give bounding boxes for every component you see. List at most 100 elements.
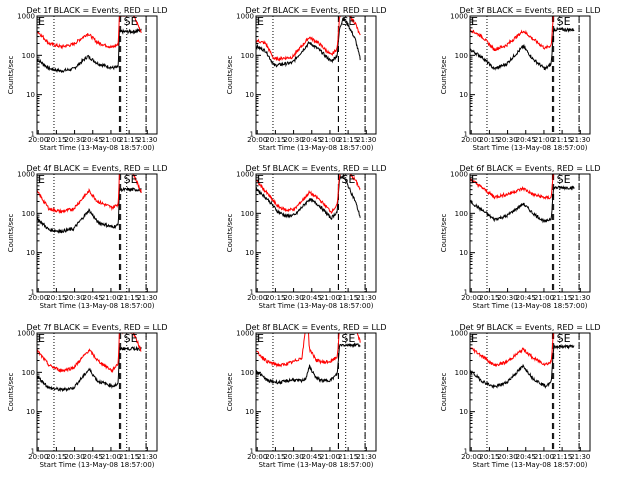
x-tick-label: 20:00 xyxy=(461,294,481,302)
x-tick-label: 21:30 xyxy=(570,453,590,461)
plot-area xyxy=(470,174,580,292)
x-axis-label: Start Time (13-May-08 18:57:00) xyxy=(472,144,587,152)
y-tick-label: 10 xyxy=(245,249,254,257)
y-tick-label: 1000 xyxy=(236,330,254,338)
y-tick-label: 100 xyxy=(241,52,254,60)
x-tick-label: 21:15 xyxy=(338,453,358,461)
x-tick-label: 20:30 xyxy=(497,136,517,144)
se-annotation: SE xyxy=(557,15,571,28)
x-tick-label: 21:15 xyxy=(552,136,572,144)
y-tick-label: 1 xyxy=(31,289,35,297)
x-tick-label: 21:15 xyxy=(338,294,358,302)
x-tick-label: 20:45 xyxy=(302,136,322,144)
events-series xyxy=(256,17,361,68)
x-tick-label: 21:00 xyxy=(101,294,121,302)
se-annotation: SE xyxy=(124,173,138,186)
x-axis-label: Start Time (13-May-08 18:57:00) xyxy=(39,144,154,152)
x-tick-label: 20:30 xyxy=(64,136,84,144)
y-tick-label: 10 xyxy=(459,91,468,99)
y-axis-label: Counts/sec xyxy=(226,214,234,253)
y-tick-label: 1 xyxy=(31,448,35,456)
y-axis-label: Counts/sec xyxy=(7,373,15,412)
plot-area xyxy=(256,333,366,451)
x-tick-label: 20:00 xyxy=(461,453,481,461)
y-tick-label: 1 xyxy=(250,448,254,456)
plot-frame xyxy=(36,332,158,452)
x-tick-label: 21:00 xyxy=(320,453,340,461)
se-annotation: SE xyxy=(124,15,138,28)
plot-area xyxy=(37,174,147,292)
y-tick-label: 1 xyxy=(250,289,254,297)
lld-series xyxy=(37,333,142,374)
lld-series xyxy=(256,333,361,368)
e-annotation: E xyxy=(257,332,264,345)
y-tick-label: 100 xyxy=(22,369,35,377)
y-axis-label: Counts/sec xyxy=(440,56,448,95)
y-tick-label: 1000 xyxy=(17,13,35,21)
lld-series xyxy=(37,16,142,50)
x-tick-label: 21:15 xyxy=(119,453,139,461)
x-tick-label: 20:45 xyxy=(516,136,536,144)
x-tick-label: 20:15 xyxy=(265,294,285,302)
plot-area xyxy=(470,333,580,451)
e-annotation: E xyxy=(471,173,478,186)
x-tick-label: 20:30 xyxy=(64,294,84,302)
e-annotation: E xyxy=(471,332,478,345)
x-tick-label: 21:00 xyxy=(320,294,340,302)
x-tick-label: 20:45 xyxy=(83,453,103,461)
x-tick-label: 21:15 xyxy=(119,136,139,144)
e-annotation: E xyxy=(38,173,45,186)
se-annotation: SE xyxy=(124,332,138,345)
x-axis-label: Start Time (13-May-08 18:57:00) xyxy=(258,461,373,469)
x-tick-label: 21:00 xyxy=(534,136,554,144)
x-tick-label: 20:45 xyxy=(83,136,103,144)
panel-title: Det 9f BLACK = Events, RED = LLD xyxy=(459,323,600,332)
plot-frame xyxy=(255,173,377,293)
e-annotation: E xyxy=(471,15,478,28)
x-tick-label: 21:15 xyxy=(119,294,139,302)
y-axis-label: Counts/sec xyxy=(440,373,448,412)
x-tick-label: 20:45 xyxy=(516,453,536,461)
panel-title: Det 5f BLACK = Events, RED = LLD xyxy=(245,164,386,173)
x-tick-label: 20:15 xyxy=(479,294,499,302)
panel-title: Det 1f BLACK = Events, RED = LLD xyxy=(26,6,167,15)
lld-series xyxy=(256,16,361,62)
y-tick-label: 1000 xyxy=(236,171,254,179)
x-tick-label: 20:30 xyxy=(64,453,84,461)
x-tick-label: 20:15 xyxy=(479,453,499,461)
plot-frame xyxy=(255,15,377,135)
events-series xyxy=(256,342,361,385)
x-tick-label: 20:00 xyxy=(247,453,267,461)
y-tick-label: 1000 xyxy=(450,330,468,338)
lld-series xyxy=(256,174,361,215)
panel-title: Det 4f BLACK = Events, RED = LLD xyxy=(26,164,167,173)
x-tick-label: 21:15 xyxy=(552,453,572,461)
x-tick-label: 20:15 xyxy=(46,136,66,144)
x-tick-label: 20:00 xyxy=(247,294,267,302)
x-tick-label: 21:00 xyxy=(101,136,121,144)
se-annotation: SE xyxy=(341,15,355,28)
y-tick-label: 100 xyxy=(22,52,35,60)
x-tick-label: 20:15 xyxy=(479,136,499,144)
x-tick-label: 21:30 xyxy=(137,294,157,302)
events-series xyxy=(256,174,361,221)
events-series xyxy=(470,185,575,224)
x-tick-label: 21:00 xyxy=(101,453,121,461)
x-tick-label: 20:45 xyxy=(302,294,322,302)
events-series xyxy=(37,186,142,234)
se-annotation: SE xyxy=(341,173,355,186)
panel-title: Det 2f BLACK = Events, RED = LLD xyxy=(245,6,386,15)
y-axis-label: Counts/sec xyxy=(226,373,234,412)
y-axis-label: Counts/sec xyxy=(226,56,234,95)
lld-series xyxy=(37,174,142,215)
x-axis-label: Start Time (13-May-08 18:57:00) xyxy=(472,461,587,469)
x-tick-label: 20:30 xyxy=(283,294,303,302)
x-tick-label: 20:30 xyxy=(497,294,517,302)
y-tick-label: 1000 xyxy=(17,171,35,179)
y-tick-label: 100 xyxy=(455,369,468,377)
y-axis-label: Counts/sec xyxy=(7,214,15,253)
